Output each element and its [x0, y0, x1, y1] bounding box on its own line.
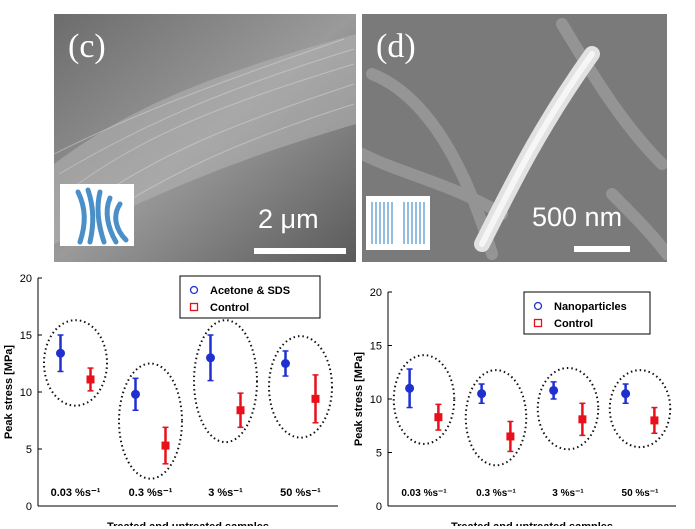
panel-label-c: (c)	[68, 28, 106, 65]
right-chart-ytick-label: 10	[370, 394, 382, 406]
aligned-fibers-inset	[366, 196, 430, 250]
right-chart-legend-control-label: Control	[554, 318, 593, 330]
left-chart-group-ellipse	[118, 362, 183, 480]
left-chart-ylabel: Peak stress [MPa]	[3, 345, 15, 439]
right-chart-legend-box	[523, 291, 651, 335]
left-chart-legend-control-marker	[189, 302, 199, 312]
left-chart-xlabel: Treated and untreated samples	[107, 521, 269, 526]
left-chart-category-label: 0.3 %s⁻¹	[129, 487, 173, 499]
left-chart-legend-treated-label: Acetone & SDS	[210, 285, 290, 297]
right-chart-control-point	[578, 415, 587, 424]
fiber-bundle-icon	[75, 187, 129, 245]
left-chart-legend-treated-marker	[189, 285, 199, 295]
right-chart-control-point	[434, 413, 443, 422]
left-chart-control-point	[161, 441, 170, 450]
sem-image-c: (c) 2 μm	[54, 14, 356, 262]
right-chart-category-label: 50 %s⁻¹	[622, 488, 660, 499]
left-chart-ytick-label: 15	[20, 330, 32, 342]
scale-bar-c	[254, 248, 346, 254]
left-chart-ytick-label: 0	[26, 501, 32, 513]
left-chart-legend: Acetone & SDS Control	[179, 275, 321, 319]
right-chart-ylabel: Peak stress [MPa]	[353, 352, 365, 446]
left-chart-category-label: 0.03 %s⁻¹	[51, 487, 101, 499]
right-chart-treated-point	[621, 389, 631, 399]
left-chart-treated-point	[131, 389, 140, 399]
right-chart-category-label: 3 %s⁻¹	[552, 488, 584, 499]
right-chart-treated-point	[477, 389, 487, 399]
right-chart-treated-point	[549, 385, 559, 395]
peak-stress-chart-left: 0 5 10 15 20 Peak stress [MPa] Treated and unt…	[3, 273, 338, 526]
right-chart-category-label: 0.3 %s⁻¹	[476, 488, 516, 499]
right-chart-group-ellipse	[536, 366, 600, 451]
left-chart-control-point	[311, 394, 320, 403]
left-chart-category-label: 50 %s⁻¹	[280, 487, 321, 499]
right-chart-legend-treated-label: Nanoparticles	[554, 301, 627, 313]
left-chart-ytick-label: 5	[26, 444, 32, 456]
peak-stress-chart-right: 0 5 10 15 20 Peak stress [MPa] Treated and unt…	[353, 287, 676, 526]
right-chart-ytick-label: 15	[370, 341, 382, 353]
fiber-bundle-inset	[60, 184, 134, 246]
right-chart-legend: Nanoparticles Control	[523, 291, 651, 335]
right-chart-group-ellipse	[392, 354, 456, 445]
left-chart-treated-point	[281, 359, 290, 368]
right-chart-legend-control-marker	[533, 318, 543, 328]
left-chart-treated-point	[206, 353, 215, 363]
panel-label-d: (d)	[376, 28, 416, 65]
left-chart-control-point	[236, 406, 245, 415]
right-chart-control-point	[506, 432, 515, 441]
left-chart-group-ellipse	[43, 319, 108, 407]
right-chart-treated-point	[405, 383, 415, 393]
right-chart-ytick-label: 5	[376, 448, 382, 460]
right-chart-group-ellipse	[464, 369, 528, 467]
left-chart-category-label: 3 %s⁻¹	[208, 487, 243, 499]
left-chart-legend-control-label: Control	[210, 302, 249, 314]
right-chart-group-ellipse	[608, 369, 672, 449]
sem-image-d: (d) 500 nm	[362, 14, 667, 262]
scale-label-c: 2 μm	[258, 204, 319, 234]
aligned-fibers-icon	[371, 202, 425, 244]
left-chart-group-ellipse	[193, 319, 258, 444]
left-chart-legend-box	[179, 275, 321, 319]
left-chart-ytick-label: 10	[20, 387, 32, 399]
right-chart-legend-treated-marker	[533, 301, 543, 311]
right-chart-xlabel: Treated and untreated samples	[451, 521, 613, 526]
left-chart-treated-point	[56, 348, 65, 358]
scale-label-d: 500 nm	[532, 202, 623, 232]
right-chart-category-label: 0.03 %s⁻¹	[401, 488, 447, 499]
scale-bar-d	[574, 246, 630, 252]
left-chart-ytick-label: 20	[20, 273, 32, 285]
right-chart-control-point	[650, 416, 659, 425]
right-chart-ytick-label: 20	[370, 287, 382, 299]
left-chart-group-ellipse	[268, 335, 333, 439]
right-chart-ytick-label: 0	[376, 501, 382, 513]
left-chart-control-point	[86, 375, 95, 384]
